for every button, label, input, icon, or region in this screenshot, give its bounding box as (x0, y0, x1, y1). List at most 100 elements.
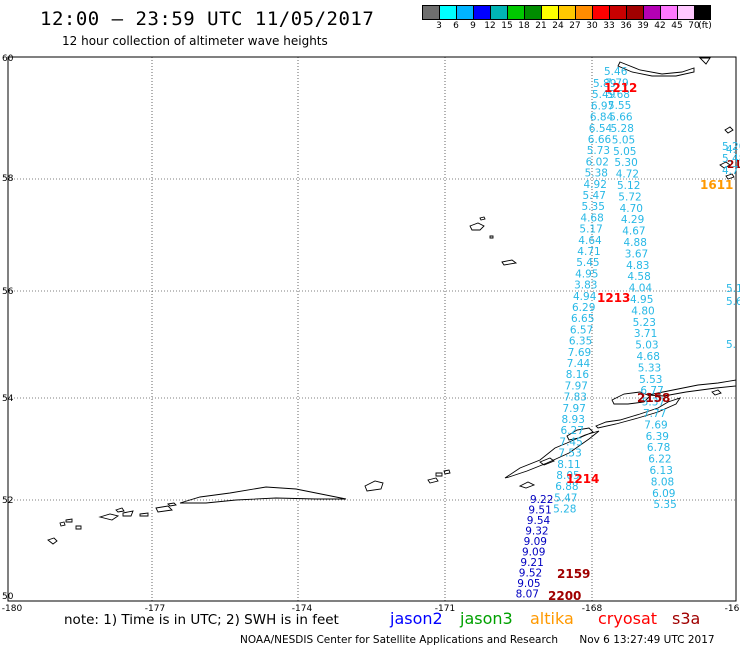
wave-height-value: 5.28 (553, 504, 576, 516)
colorbar-swatch (677, 5, 694, 20)
pass-time-label: 1611 (700, 178, 733, 192)
colorbar-label: 18 (518, 21, 530, 31)
wave-height-value: 5.68 (607, 89, 630, 101)
wave-height-value: 7.69 (568, 347, 591, 359)
legend-entry-cryosat: cryosat (598, 609, 658, 628)
map-subtitle: 12 hour collection of altimeter wave hei… (62, 34, 328, 48)
wave-height-value: 6.54 (589, 123, 613, 135)
wave-height-value: 8.07 (516, 589, 539, 601)
x-tick-label: -171 (435, 604, 455, 614)
colorbar-label: 42 (654, 21, 666, 31)
wave-height-value: 9.21 (520, 557, 543, 569)
pass-time-label: 1214 (566, 472, 599, 486)
y-tick-label: 52 (2, 496, 13, 506)
wave-height-value: 7.79 (605, 77, 628, 89)
wave-height-value: 4.70 (620, 203, 643, 215)
wave-height-value: 8.08 (651, 476, 674, 488)
coastline-shape (167, 502, 177, 507)
pass-time-label: 2159 (557, 567, 590, 581)
pass-time-label: 2158 (637, 391, 670, 405)
wave-height-value: 5.12 (617, 180, 640, 192)
colorbar-label: 70 (688, 21, 700, 31)
wave-height-value: 8.05 (556, 470, 579, 482)
wave-height-value: 7.97 (565, 380, 588, 392)
colorbar-label: 27 (569, 21, 581, 31)
wave-height-value: 7.53 (558, 448, 581, 460)
coastline-shape (724, 126, 734, 134)
footer: NOAA/NESDIS Center for Satellite Applica… (240, 634, 715, 646)
wave-height-value: 5.05 (612, 134, 635, 146)
wave-height-value: 5.17 (579, 224, 602, 236)
wave-height-value: 7.45 (559, 436, 582, 448)
colorbar-label: 33 (603, 21, 615, 31)
wave-height-value: 6.29 (572, 302, 595, 314)
wave-height-value: 9.22 (530, 494, 553, 506)
colorbar-swatch (456, 5, 473, 20)
colorbar-swatch (660, 5, 677, 20)
wave-height-value: 9.51 (528, 505, 551, 517)
wave-height-value: 3.67 (625, 248, 648, 260)
wave-height-value: 4.72 (616, 169, 639, 181)
coastline-shape (155, 505, 173, 513)
coastline-shape (647, 379, 737, 397)
wave-height-value: 4.71 (722, 165, 740, 177)
wave-height-value: 5.72 (618, 191, 641, 203)
wave-height-value: 5.48 (722, 153, 740, 165)
colorbar-swatch (694, 5, 711, 20)
map-frame (7, 56, 737, 602)
coastline-shape (711, 389, 722, 396)
wave-height-value: 7.44 (567, 358, 591, 370)
wave-height-value: 4.88 (624, 237, 647, 249)
wave-height-value: 6.02 (586, 156, 609, 168)
note-text: note: 1) Time is in UTC; 2) SWH is in fe… (64, 612, 339, 628)
coastline-shape (427, 477, 439, 484)
y-tick-label: 50 (2, 592, 14, 602)
wave-height-value: 9.09 (522, 547, 545, 559)
colorbar-swatch (609, 5, 626, 20)
legend-entry-jason3: jason3 (460, 609, 513, 628)
coastline-shape (122, 510, 134, 517)
wave-height-value: 4.80 (631, 305, 654, 317)
colorbar-label: 12 (484, 21, 496, 31)
wave-height-value: 5.53 (639, 374, 662, 386)
wave-height-value: 5.89 (593, 78, 616, 90)
colorbar-swatch (524, 5, 541, 20)
wave-height-value: 4.92 (584, 179, 607, 191)
wave-height-value: 4.71 (577, 246, 600, 258)
coastline-shape (443, 469, 451, 475)
wave-height-value: 4.58 (627, 271, 650, 283)
wave-height-value: 5.47 (583, 190, 606, 202)
colorbar-label: (ft) (698, 21, 712, 31)
wave-height-value: 5.55 (608, 100, 631, 112)
wave-height-value: 9.32 (525, 526, 548, 538)
wave-height-value: 5.33 (638, 362, 661, 374)
wave-height-value: 5.30 (614, 157, 637, 169)
coastline-shape (139, 512, 149, 517)
legend-entry-altika: altika (530, 609, 574, 628)
wave-height-value: 4.95 (575, 268, 598, 280)
wave-height-value: 6.35 (569, 336, 592, 348)
pass-time-label: 2200 (548, 589, 581, 603)
wave-height-value: 5.38 (585, 168, 608, 180)
colorbar-label: 6 (453, 21, 459, 31)
wave-height-value: 6.22 (648, 454, 671, 466)
edge-value: 5. (726, 339, 736, 351)
wave-height-value: 6.39 (646, 431, 669, 443)
wave-height-value: 5.35 (582, 201, 605, 213)
y-tick-label: 60 (2, 54, 14, 64)
wave-height-value: 7.97 (563, 403, 586, 415)
legend-entry-s3a: s3a (672, 609, 701, 628)
pass-time-label: 1212 (604, 81, 637, 95)
coastline-shape (617, 61, 695, 77)
colorbar-swatch (643, 5, 660, 20)
wave-height-value: 7.83 (564, 392, 587, 404)
wave-height-value: 6.27 (561, 425, 584, 437)
colorbar-swatch (575, 5, 592, 20)
wave-height-value: 4.68 (637, 351, 660, 363)
wave-height-value: 5.73 (587, 145, 610, 157)
wave-height-value: 6.77 (640, 385, 663, 397)
wave-height-value: 5.45 (576, 257, 599, 269)
wave-height-value: 4.64 (578, 235, 602, 247)
wave-height-value: 4.68 (580, 212, 603, 224)
